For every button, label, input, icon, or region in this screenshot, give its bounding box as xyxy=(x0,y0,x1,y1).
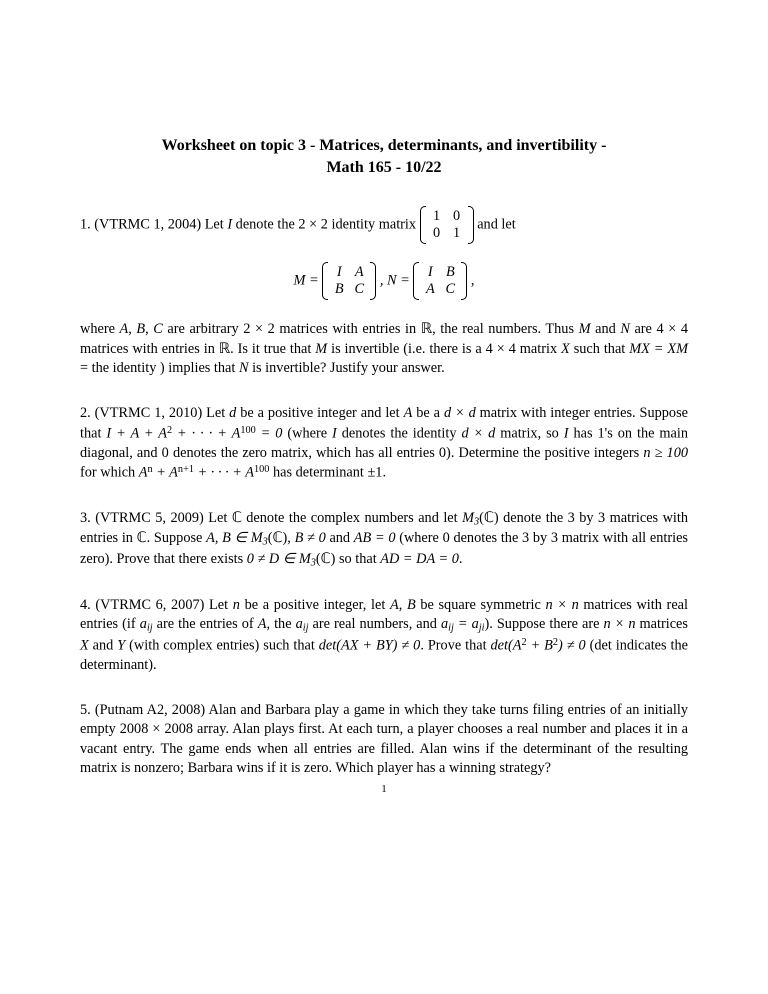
eq-M-label: M = xyxy=(294,273,323,289)
m-cell: 0 xyxy=(447,208,467,225)
p1-para2: where A, B, C are arbitrary 2 × 2 matric… xyxy=(80,321,688,376)
eq-end: , xyxy=(467,273,474,289)
m-cell: B xyxy=(440,264,460,281)
problem-1: 1. (VTRMC 1, 2004) Let I denote the 2 × … xyxy=(80,208,688,379)
identity-matrix: 1001 xyxy=(420,208,474,242)
m-cell: A xyxy=(349,264,369,281)
title-line-2: Math 165 - 10/22 xyxy=(326,159,441,176)
m-cell: 1 xyxy=(447,225,467,242)
problem-3: 3. (VTRMC 5, 2009) Let ℂ denote the comp… xyxy=(80,509,688,570)
title-line-1: Worksheet on topic 3 - Matrices, determi… xyxy=(162,137,607,154)
problem-4: 4. (VTRMC 6, 2007) Let n be a positive i… xyxy=(80,596,688,675)
p1-text: 1. (VTRMC 1, 2004) Let xyxy=(80,216,227,232)
m-cell: I xyxy=(329,264,349,281)
worksheet-page: Worksheet on topic 3 - Matrices, determi… xyxy=(0,0,768,837)
m-cell: C xyxy=(349,281,369,298)
m-cell: I xyxy=(420,264,440,281)
page-title: Worksheet on topic 3 - Matrices, determi… xyxy=(80,135,688,180)
matrix-N: IBAC xyxy=(413,264,467,298)
m-cell: C xyxy=(440,281,460,298)
matrix-M: IABC xyxy=(322,264,376,298)
p5-text: 5. (Putnam A2, 2008) Alan and Barbara pl… xyxy=(80,702,688,776)
problem-5: 5. (Putnam A2, 2008) Alan and Barbara pl… xyxy=(80,701,688,778)
p1-post: and let xyxy=(474,216,516,232)
m-cell: 1 xyxy=(427,208,447,225)
p1-equation: M = IABC , N = IBAC , xyxy=(80,264,688,298)
m-cell: A xyxy=(420,281,440,298)
m-cell: B xyxy=(329,281,349,298)
p1-mid: denote the 2 × 2 identity matrix xyxy=(232,216,420,232)
m-cell: 0 xyxy=(427,225,447,242)
problem-2: 2. (VTRMC 1, 2010) Let d be a positive i… xyxy=(80,404,688,482)
page-number: 1 xyxy=(80,782,688,797)
eq-sep: , N = xyxy=(376,273,413,289)
